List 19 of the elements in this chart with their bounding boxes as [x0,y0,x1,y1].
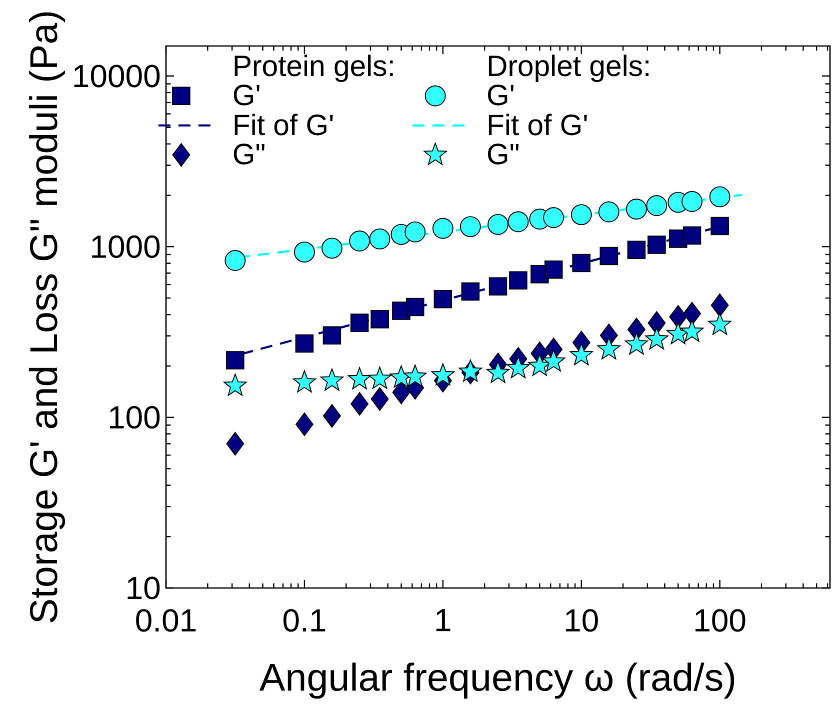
y-tick-label: 100 [110,406,160,429]
y-tick-label: 1000 [92,235,160,258]
legend-label: G" [234,144,264,164]
y-axis-title: Storage G' and Loss G" moduli (Pa) [28,12,66,622]
x-tick-label: 0.1 [283,609,326,632]
legend-label: Fit of G' [488,114,587,136]
legend-label: G' [234,84,260,106]
legend-label: Fit of G' [234,114,333,136]
annotation: Droplet gels: [488,54,648,82]
legend-label: G' [488,84,514,106]
x-axis-title: Angular frequency ω (rad/s) [259,662,734,699]
x-tick-label: 1 [436,609,450,632]
annotation: Protein gels: [234,54,393,82]
x-tick-label: 100 [696,609,746,632]
x-tick-label: 0.01 [136,609,196,632]
y-tick-label: 10 [128,576,160,600]
y-tick-label: 10000 [74,64,160,88]
x-tick-label: 10 [566,609,598,632]
legend-label: G" [488,144,518,164]
